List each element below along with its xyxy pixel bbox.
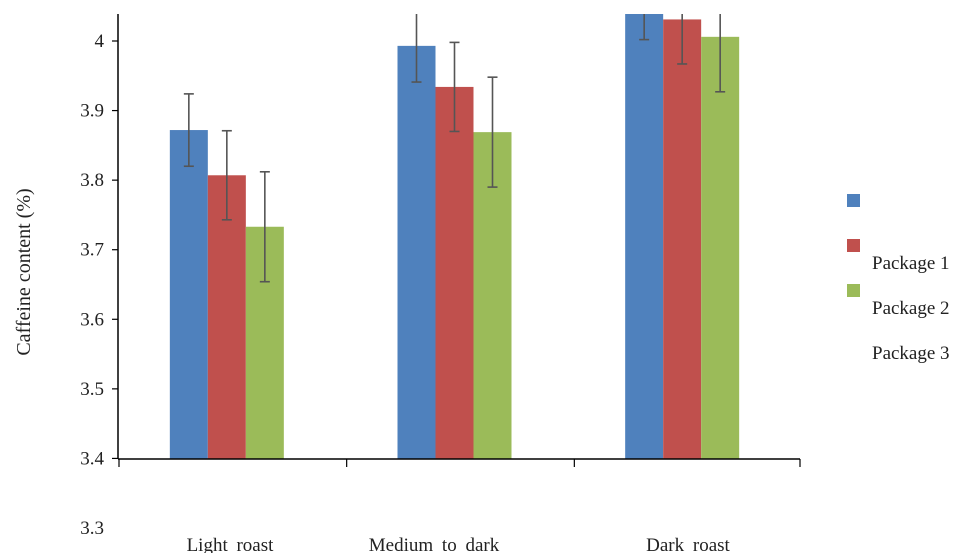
x-category-label: Medium to dark (369, 535, 500, 553)
y-tick-label: 3.6 (80, 309, 104, 330)
bar-package-3-dark-roast (701, 36, 740, 459)
legend-label: Package 3 (872, 343, 950, 364)
error-bar (221, 129, 232, 221)
legend-label: Package 2 (872, 298, 950, 319)
error-bar (487, 76, 498, 188)
y-tick-label: 4 (95, 31, 105, 52)
error-bar (411, 14, 422, 83)
bar-package-1-medium-to-dark (397, 45, 436, 459)
y-tick-label: 3.8 (80, 170, 104, 191)
y-tick-label: 3.4 (80, 448, 104, 469)
y-tick-label: 3.7 (80, 240, 104, 261)
error-bar (449, 41, 460, 133)
y-tick-label: 3.9 (80, 101, 104, 122)
x-category-label: Light roast (187, 535, 275, 553)
error-bar (259, 170, 270, 283)
y-tick-label: 3.5 (80, 379, 104, 400)
bar-package-1-dark-roast (625, 14, 664, 459)
y-tick-label: 3.3 (80, 518, 104, 539)
y-axis-title: Caffeine content (%) (13, 188, 35, 355)
legend: Package 1 Package 2 Package 3 (847, 194, 950, 364)
legend-swatch-package-2 (847, 239, 860, 252)
bar-package-1-light-roast (169, 130, 208, 459)
legend-swatch-package-1 (847, 194, 860, 207)
axes: 3.3 3.4 3.5 3.6 3.7 3.8 3.9 4 Light roast Medium … (13, 14, 801, 553)
error-bar (183, 93, 194, 168)
legend-label: Package 1 (872, 253, 950, 274)
legend-swatch-package-3 (847, 284, 860, 297)
error-bar (715, 14, 726, 93)
bar-package-2-medium-to-dark (435, 86, 474, 459)
x-category-label: Dark roast (646, 535, 730, 553)
error-bar (639, 14, 650, 41)
error-bar (677, 14, 688, 65)
bar-package-2-dark-roast (663, 19, 702, 459)
plot-area (169, 14, 740, 459)
bar-package-2-light-roast (207, 175, 246, 459)
